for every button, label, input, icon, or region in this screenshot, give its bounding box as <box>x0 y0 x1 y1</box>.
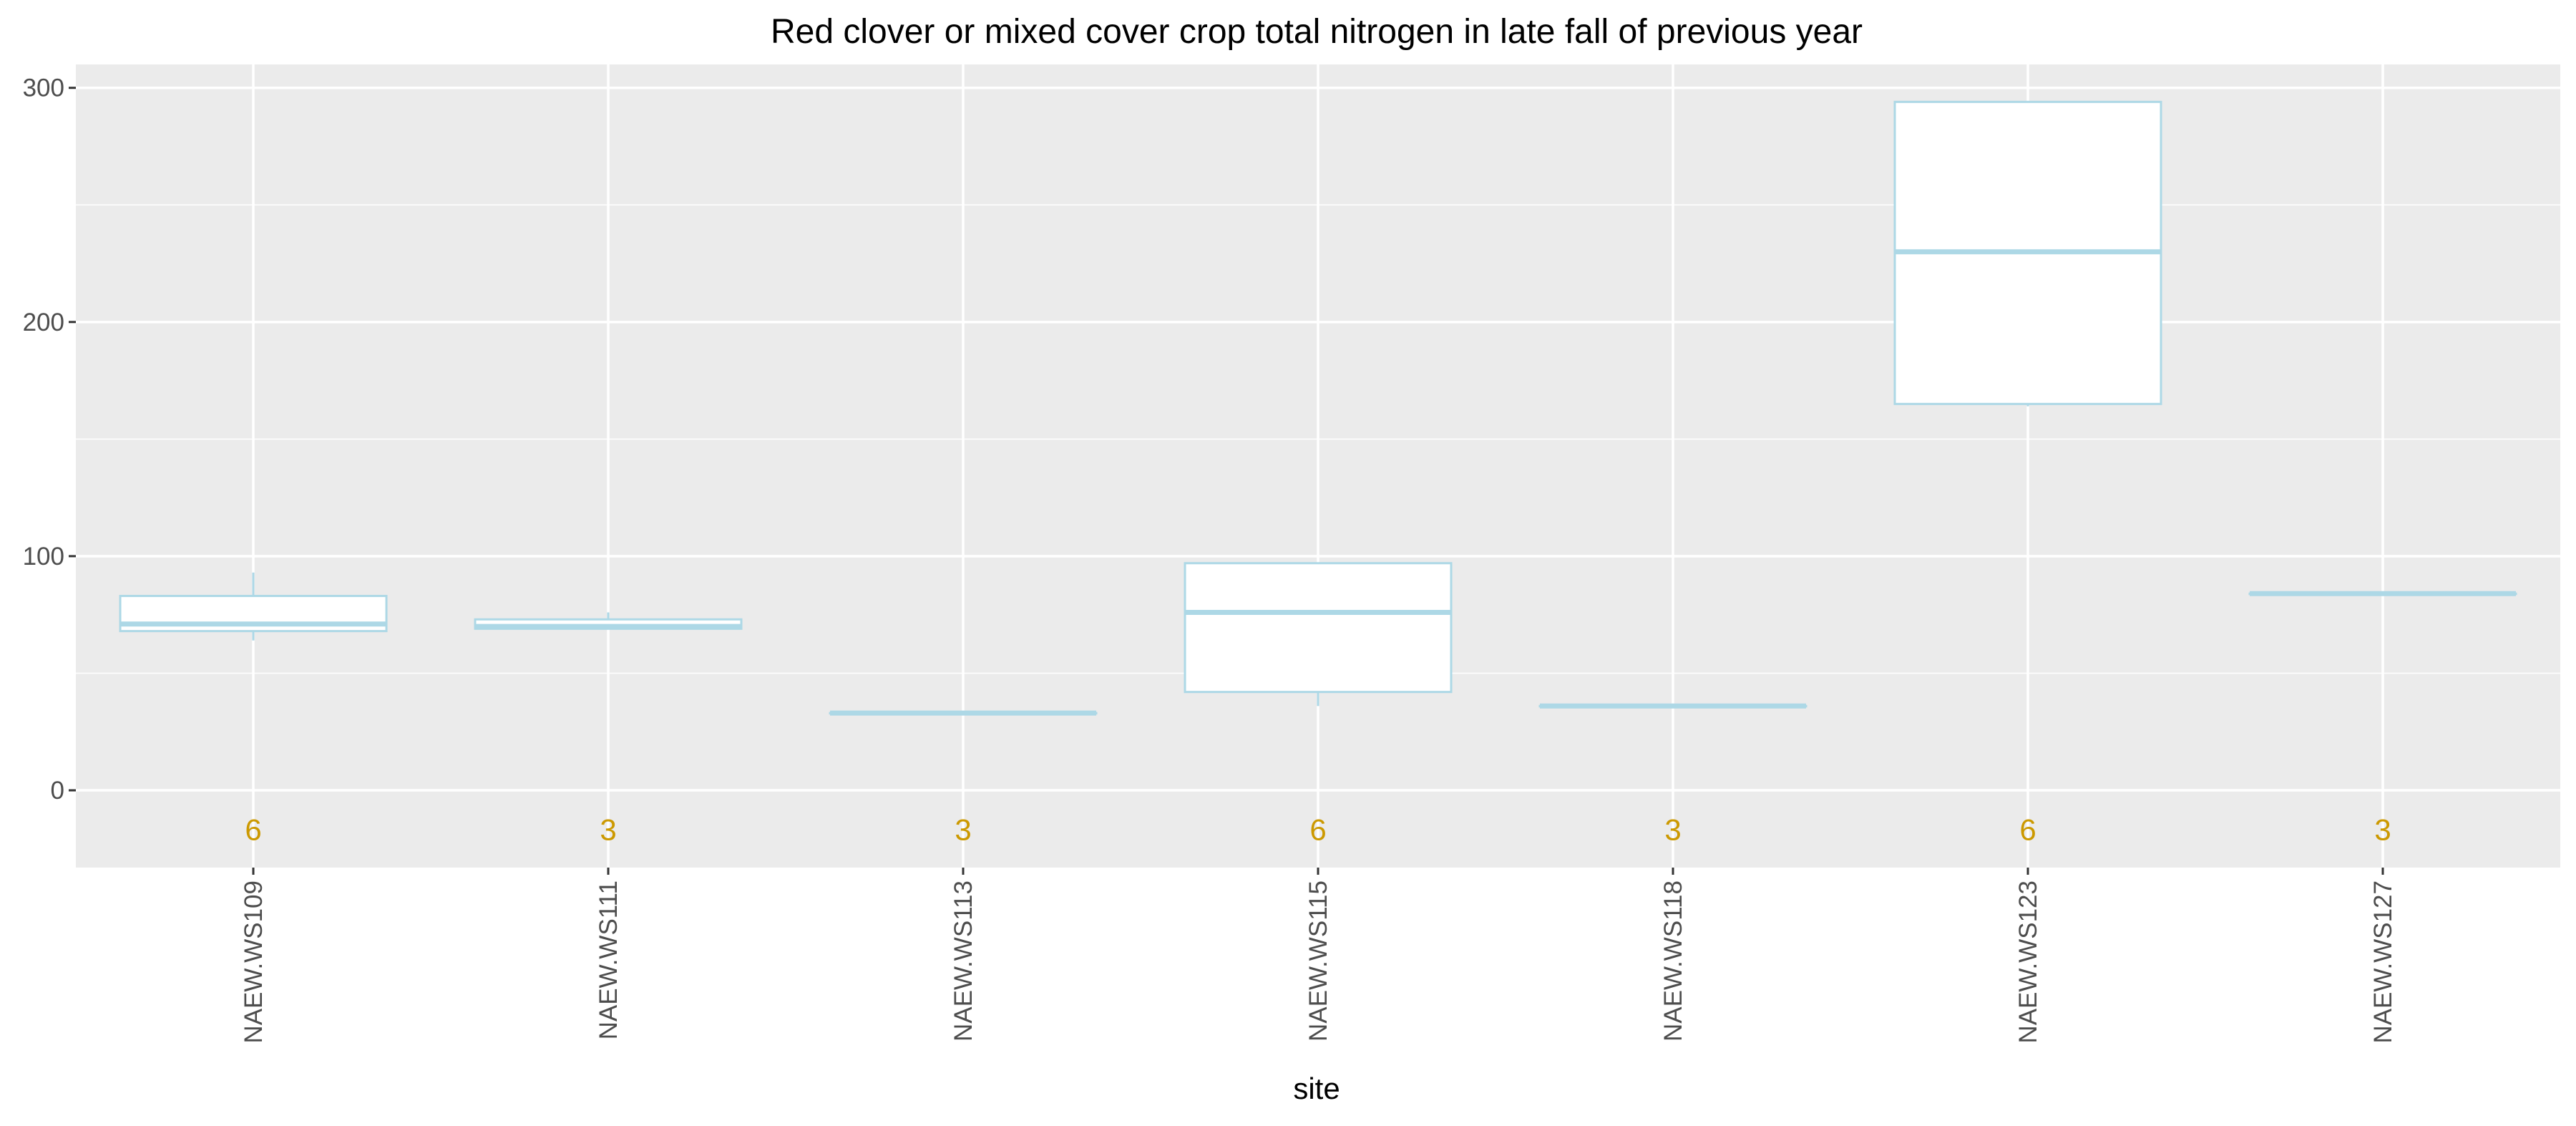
box-group <box>829 710 1098 716</box>
y-tick-label: 0 <box>51 777 64 805</box>
x-tick-label: NAEW.WS113 <box>950 880 977 1042</box>
count-label: 3 <box>2374 813 2391 847</box>
y-tick-label: 100 <box>23 543 64 571</box>
x-tick-label: NAEW.WS118 <box>1659 880 1687 1042</box>
plot-area: 0 100 200 300 6 3 3 6 3 6 3 NAEW.WS109 NAEW.WS111 NAE… <box>23 64 2560 1044</box>
box-group <box>2248 591 2517 596</box>
y-tick-label: 300 <box>23 74 64 102</box>
count-label: 6 <box>2019 813 2036 847</box>
count-label: 3 <box>600 813 616 847</box>
x-tick-label: NAEW.WS109 <box>240 880 268 1044</box>
y-tick-label: 200 <box>23 309 64 336</box>
box-group <box>474 612 743 630</box>
box-body <box>1184 562 1453 694</box>
count-label: 3 <box>1664 813 1681 847</box>
x-tick-label: NAEW.WS123 <box>2014 880 2042 1044</box>
x-tick-label: NAEW.WS111 <box>595 880 623 1039</box>
box-group <box>1893 100 2162 407</box>
x-axis-title: site <box>1293 1072 1340 1105</box>
box-group <box>1184 562 1453 707</box>
box-group <box>119 572 388 641</box>
chart-title: Red clover or mixed cover crop total nit… <box>771 13 1863 51</box>
count-label: 3 <box>955 813 971 847</box>
x-tick-label: NAEW.WS127 <box>2369 880 2397 1044</box>
box-group <box>1538 703 1807 709</box>
count-label: 6 <box>245 813 261 847</box>
count-label: 6 <box>1309 813 1326 847</box>
x-tick-label: NAEW.WS115 <box>1304 880 1332 1042</box>
